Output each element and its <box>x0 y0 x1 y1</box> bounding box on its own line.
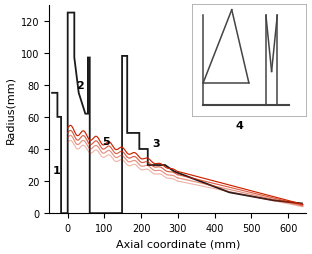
Text: 5: 5 <box>103 137 110 147</box>
Text: 3: 3 <box>152 138 160 148</box>
Text: 4: 4 <box>236 120 244 130</box>
Text: 1: 1 <box>53 165 61 175</box>
Y-axis label: Radius(mm): Radius(mm) <box>6 75 16 143</box>
Text: 2: 2 <box>76 81 84 91</box>
X-axis label: Axial coordinate (mm): Axial coordinate (mm) <box>116 239 240 248</box>
